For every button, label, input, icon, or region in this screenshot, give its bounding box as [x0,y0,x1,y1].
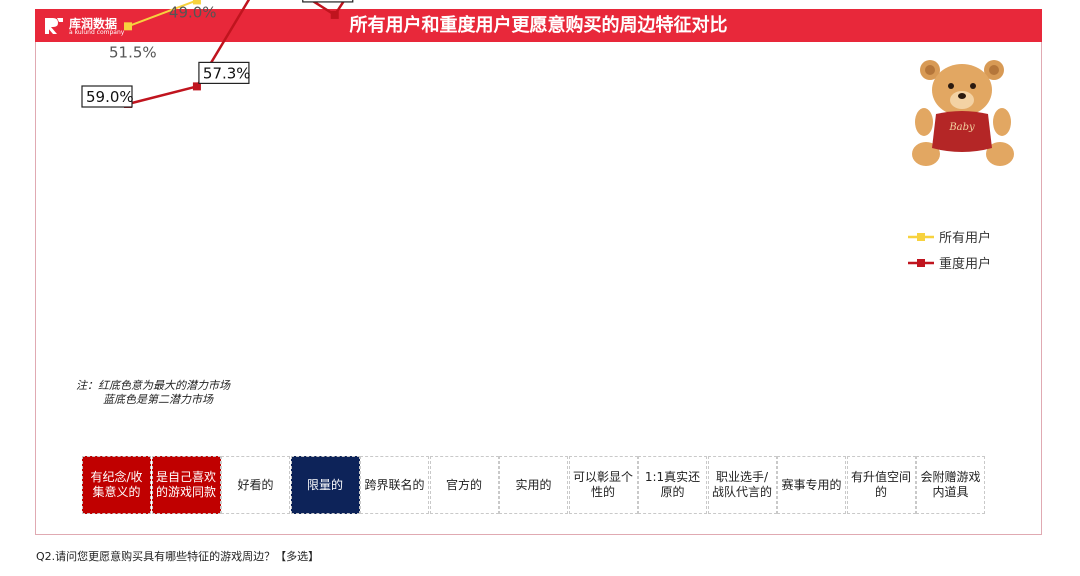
title-bar: 库润数据 a kulund company 所有用户和重度用户更愿意购买的周边特… [35,9,1042,42]
note-line-1: 注：红底色意为最大的潜力市场 [76,379,230,392]
category-label: 可以彰显个性的 [568,456,638,514]
data-labels: 51.5%49.0%43.8%38.0%37.8%35.5%34.0%31.0%… [81,0,355,108]
category-label: 跨界联名的 [360,456,429,514]
category-label: 官方的 [429,456,499,514]
series-line-heavy-users [127,0,347,106]
category-label: 1:1真实还原的 [638,456,707,514]
data-label: 51.5% [109,43,157,61]
logo-name: 库润数据 [69,17,118,31]
page-title: 所有用户和重度用户更愿意购买的周边特征对比 [349,15,728,36]
legend-marker [917,259,925,267]
legend-marker [917,233,925,241]
category-label: 好看的 [221,456,290,514]
data-label: 49.0% [169,3,217,21]
data-point [192,0,201,5]
data-point [330,10,339,19]
data-label: 57.3% [203,64,251,82]
data-label: 50.4% [307,0,355,1]
data-label-box [198,61,250,84]
category-label: 是自己喜欢的游戏同款 [151,456,221,514]
series-lines [127,0,347,106]
logo-subtitle: a kulund company [69,29,125,36]
legend-label: 重度用户 [939,256,991,272]
question-text: Q2.请问您更愿意购买具有哪些特征的游戏周边？【多选】 [36,550,320,563]
series-markers [124,0,339,108]
data-label-box [81,85,133,108]
category-label: 有纪念/收集意义的 [82,456,151,514]
chart-note: 注：红底色意为最大的潜力市场 蓝底色是第二潜力市场 [76,379,230,407]
category-label: 职业选手/战队代言的 [707,456,777,514]
category-label: 限量的 [290,456,360,514]
category-label: 实用的 [499,456,568,514]
legend-label: 所有用户 [939,230,991,246]
category-label: 会附赠游戏内道具 [916,456,985,514]
teddy-bear-icon: Baby [912,60,1014,166]
data-label: 59.0% [86,88,134,106]
data-label-box [302,0,354,3]
brand-logo: 库润数据 a kulund company [43,14,143,38]
svg-text:Baby: Baby [948,122,975,133]
data-point [192,82,201,91]
data-point [124,22,132,31]
series-line-all-users [127,0,200,28]
category-label: 有升值空间的 [846,456,916,514]
category-row: 有纪念/收集意义的 是自己喜欢的游戏同款 好看的 限量的 跨界联名的 官方的 实用的 可以彰显… [82,456,985,514]
category-label: 赛事专用的 [777,456,846,514]
logo-mark-icon [45,18,63,34]
note-line-2: 蓝底色是第二潜力市场 [103,393,213,406]
